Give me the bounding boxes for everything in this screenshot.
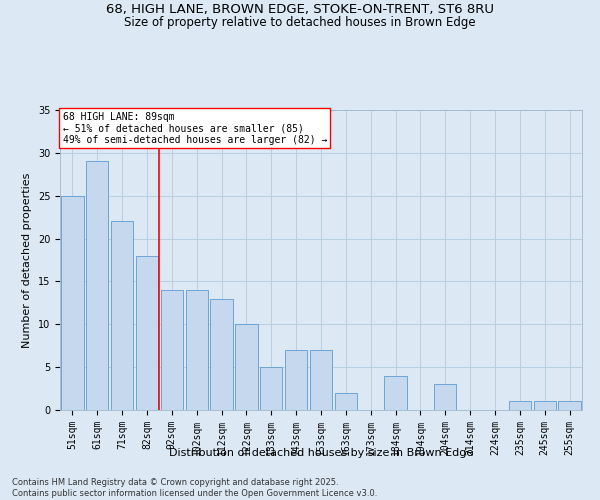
- Bar: [185, 290, 208, 410]
- Text: 68 HIGH LANE: 89sqm
← 51% of detached houses are smaller (85)
49% of semi-detach: 68 HIGH LANE: 89sqm ← 51% of detached ho…: [62, 112, 327, 144]
- Bar: [61, 196, 83, 410]
- Bar: [161, 290, 183, 410]
- Bar: [235, 324, 257, 410]
- Text: Contains HM Land Registry data © Crown copyright and database right 2025.
Contai: Contains HM Land Registry data © Crown c…: [12, 478, 377, 498]
- Y-axis label: Number of detached properties: Number of detached properties: [22, 172, 32, 348]
- Bar: [434, 384, 457, 410]
- Bar: [310, 350, 332, 410]
- Bar: [385, 376, 407, 410]
- Text: 68, HIGH LANE, BROWN EDGE, STOKE-ON-TRENT, ST6 8RU: 68, HIGH LANE, BROWN EDGE, STOKE-ON-TREN…: [106, 2, 494, 16]
- Bar: [509, 402, 531, 410]
- Bar: [111, 222, 133, 410]
- Bar: [533, 402, 556, 410]
- Bar: [285, 350, 307, 410]
- Bar: [86, 162, 109, 410]
- Bar: [559, 402, 581, 410]
- Text: Distribution of detached houses by size in Brown Edge: Distribution of detached houses by size …: [169, 448, 473, 458]
- Bar: [260, 367, 283, 410]
- Text: Size of property relative to detached houses in Brown Edge: Size of property relative to detached ho…: [124, 16, 476, 29]
- Bar: [136, 256, 158, 410]
- Bar: [335, 393, 357, 410]
- Bar: [211, 298, 233, 410]
